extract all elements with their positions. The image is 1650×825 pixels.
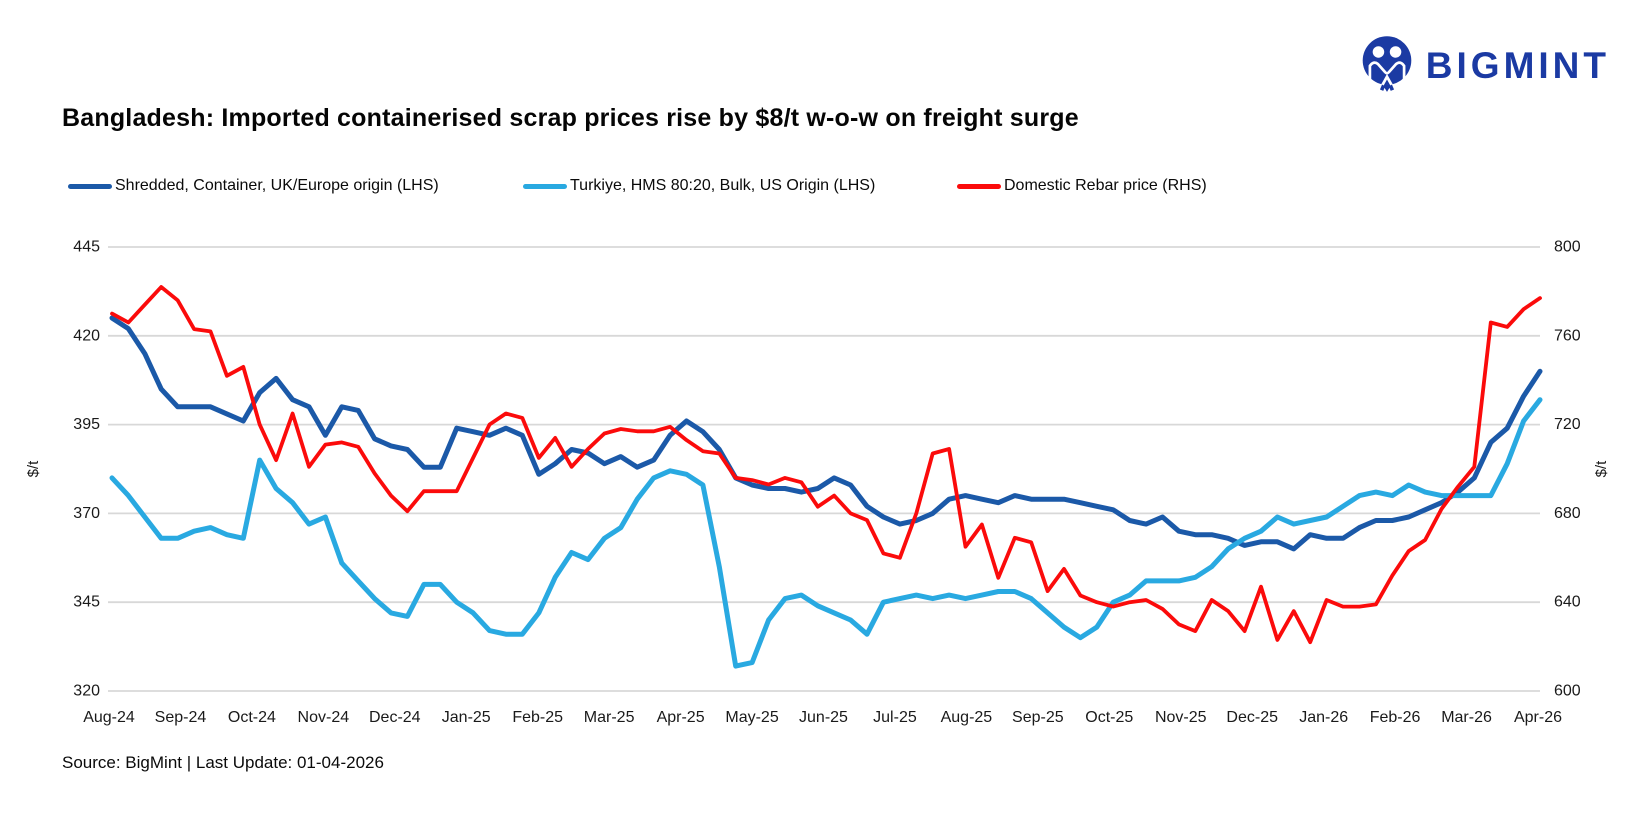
source-note: Source: BigMint | Last Update: 01-04-202…	[62, 753, 384, 772]
left-axis-tick: 345	[73, 594, 100, 611]
x-axis-label: Sep-25	[1012, 709, 1064, 726]
right-axis-tick: 600	[1554, 683, 1581, 700]
x-axis-label: Mar-25	[584, 709, 635, 726]
x-axis-label: Mar-26	[1441, 709, 1492, 726]
x-axis-label: May-25	[725, 709, 778, 726]
x-axis-label: Jan-25	[442, 709, 491, 726]
right-axis-tick: 640	[1554, 594, 1581, 611]
x-axis-label: Sep-24	[155, 709, 207, 726]
x-axis-label: Dec-25	[1226, 709, 1278, 726]
x-axis-label: Apr-26	[1514, 709, 1562, 726]
right-axis-tick: 720	[1554, 416, 1581, 433]
legend-label: Turkiye, HMS 80:20, Bulk, US Origin (LHS…	[570, 177, 876, 194]
x-axis-label: Feb-26	[1370, 709, 1421, 726]
right-axis-tick: 680	[1554, 505, 1581, 522]
bigmint-logo-text: BIGMINT	[1425, 44, 1610, 86]
x-axis-label: Oct-24	[228, 709, 276, 726]
x-axis-label: Dec-24	[369, 709, 421, 726]
chart-legend: Shredded, Container, UK/Europe origin (L…	[0, 175, 1650, 197]
x-axis-label: Jun-25	[799, 709, 848, 726]
legend-item-turkiye: Turkiye, HMS 80:20, Bulk, US Origin (LHS…	[523, 175, 875, 197]
legend-label: Shredded, Container, UK/Europe origin (L…	[115, 177, 439, 194]
left-axis-tick: 420	[73, 327, 100, 344]
x-axis-label: Aug-24	[83, 709, 135, 726]
x-axis-label: Aug-25	[941, 709, 993, 726]
legend-label: Domestic Rebar price (RHS)	[1004, 177, 1207, 194]
x-axis-label: Jan-26	[1299, 709, 1348, 726]
left-axis-title: $/t	[25, 460, 42, 478]
legend-item-shredded: Shredded, Container, UK/Europe origin (L…	[68, 175, 439, 197]
x-axis-label: Apr-25	[657, 709, 705, 726]
left-axis-tick: 320	[73, 683, 100, 700]
x-axis-label: Nov-24	[298, 709, 350, 726]
x-axis-label: Oct-25	[1085, 709, 1133, 726]
legend-line-swatch	[523, 183, 567, 189]
legend-line-swatch	[68, 183, 112, 189]
legend-line-swatch	[957, 183, 1001, 189]
left-axis-tick: 445	[73, 239, 100, 256]
page-title: Bangladesh: Imported containerised scrap…	[62, 104, 1079, 132]
left-axis-tick: 395	[73, 416, 100, 433]
x-axis-label: Feb-25	[512, 709, 563, 726]
series-line-2	[110, 285, 1542, 645]
x-axis-label: Jul-25	[873, 709, 917, 726]
legend-item-rebar: Domestic Rebar price (RHS)	[957, 175, 1207, 197]
series-line-1	[109, 397, 1543, 669]
x-axis-label: Nov-25	[1155, 709, 1207, 726]
bigmint-logo: BIGMINT	[1360, 34, 1610, 96]
right-axis-tick: 760	[1554, 327, 1581, 344]
series-line-0	[109, 315, 1543, 552]
left-axis-tick: 370	[73, 505, 100, 522]
bigmint-logo-icon	[1362, 36, 1412, 92]
right-axis-tick: 800	[1554, 239, 1581, 256]
right-axis-title: $/t	[1593, 460, 1610, 478]
